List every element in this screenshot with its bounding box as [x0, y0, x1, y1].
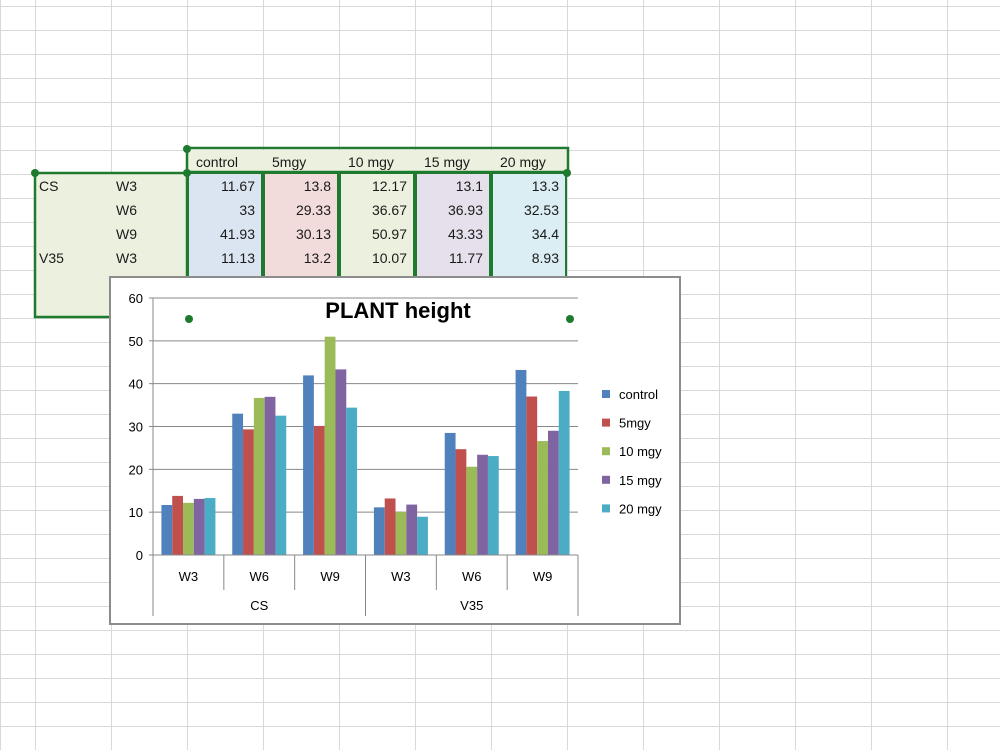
bar: [406, 504, 418, 555]
bar: [515, 369, 527, 555]
header-cell[interactable]: 20 mgy: [500, 154, 546, 170]
bar: [172, 495, 184, 555]
bar: [253, 397, 265, 555]
bar: [417, 516, 428, 555]
bar: [487, 456, 499, 555]
value-cell[interactable]: 34.4: [531, 226, 559, 242]
value-cell[interactable]: 30.13: [295, 226, 331, 242]
value-cell[interactable]: 13.1: [455, 178, 483, 194]
x-tick-label: W9: [320, 569, 340, 584]
bar: [275, 415, 287, 555]
bar: [303, 375, 314, 555]
chart-object[interactable]: 0 10 20 30 40 50 60 W3 W6 W9 W3 W6 W9 CS V35 control 5…: [109, 276, 681, 625]
value-cell[interactable]: 36.93: [447, 202, 483, 218]
value-cell[interactable]: 13.8: [303, 178, 331, 194]
plant-height-chart: 0 10 20 30 40 50 60 W3 W6 W9 W3 W6 W9 CS V35 control 5…: [129, 291, 662, 616]
header-cell[interactable]: 15 mgy: [424, 154, 470, 170]
bar: [395, 511, 407, 555]
y-tick-label: 60: [129, 291, 143, 306]
bar: [264, 396, 276, 555]
range-handle: [183, 169, 191, 177]
legend-label: control: [619, 387, 658, 402]
bar: [537, 441, 548, 555]
value-cell[interactable]: 12.17: [371, 178, 407, 194]
legend-swatch: [602, 418, 610, 427]
legend-swatch: [602, 390, 610, 398]
value-cell[interactable]: 11.67: [221, 178, 255, 194]
x-tick-label: W9: [533, 569, 553, 584]
bar: [373, 507, 385, 555]
header-cell[interactable]: 5mgy: [272, 154, 307, 170]
bar: [558, 390, 570, 555]
value-cell[interactable]: 36.67: [371, 202, 407, 218]
value-cell[interactable]: 41.93: [219, 226, 255, 242]
bar: [384, 498, 396, 555]
legend-label: 15 mgy: [619, 473, 662, 488]
bar: [232, 413, 244, 555]
group-cell[interactable]: V35: [39, 250, 64, 266]
bar: [313, 425, 325, 555]
x-group-label: CS: [250, 598, 268, 613]
value-cell[interactable]: 29.33: [295, 202, 331, 218]
value-cell[interactable]: 33: [239, 202, 255, 218]
bar: [346, 407, 358, 555]
y-tick-label: 10: [129, 505, 143, 520]
y-tick-label: 50: [129, 334, 143, 349]
value-cell[interactable]: 10.07: [371, 250, 407, 266]
title-handle: [185, 315, 193, 323]
bar: [526, 396, 538, 555]
legend-label: 20 mgy: [619, 501, 662, 516]
value-cell[interactable]: 11.13: [221, 250, 255, 266]
y-tick-label: 30: [129, 420, 143, 435]
week-cell[interactable]: W3: [116, 178, 137, 194]
value-cell[interactable]: 13.2: [303, 250, 331, 266]
value-cell[interactable]: 50.97: [371, 226, 407, 242]
week-cell[interactable]: W3: [116, 250, 137, 266]
bar: [466, 466, 478, 555]
range-handle: [183, 145, 191, 153]
header-range-fill: [187, 150, 567, 174]
x-tick-label: W6: [462, 569, 482, 584]
week-cell[interactable]: W6: [116, 202, 137, 218]
y-tick-label: 20: [129, 462, 143, 477]
title-handle: [566, 315, 574, 323]
bar: [324, 336, 336, 555]
x-tick-label: W3: [179, 569, 199, 584]
legend-swatch: [602, 504, 610, 513]
bar: [547, 430, 559, 555]
value-cell[interactable]: 13.3: [531, 178, 559, 194]
value-cell[interactable]: 11.77: [449, 250, 483, 266]
header-cell[interactable]: control: [196, 154, 239, 170]
x-tick-label: W3: [391, 569, 411, 584]
value-cell[interactable]: 8.93: [531, 250, 559, 266]
week-cell[interactable]: W9: [116, 226, 137, 242]
group-cell[interactable]: CS: [39, 178, 59, 194]
x-tick-label: W6: [250, 569, 270, 584]
bar: [477, 454, 488, 555]
chart-title: PLANT height: [325, 298, 471, 323]
legend-label: 5mgy: [619, 416, 651, 431]
bar: [335, 369, 347, 555]
value-cell[interactable]: 43.33: [447, 226, 483, 242]
y-tick-label: 40: [129, 377, 143, 392]
bar: [444, 432, 456, 555]
legend-label: 10 mgy: [619, 444, 662, 459]
legend-swatch: [602, 475, 610, 484]
bar: [161, 505, 173, 555]
bar: [455, 449, 467, 555]
bar: [193, 498, 205, 555]
x-group-label: V35: [460, 598, 483, 613]
bar: [183, 502, 194, 555]
bar: [243, 429, 254, 555]
legend-swatch: [602, 447, 610, 456]
bar: [204, 498, 216, 555]
y-tick-label: 0: [136, 548, 143, 563]
range-handle: [31, 169, 39, 177]
range-handle: [563, 169, 571, 177]
header-cell[interactable]: 10 mgy: [348, 154, 394, 170]
value-cell[interactable]: 32.53: [523, 202, 559, 218]
